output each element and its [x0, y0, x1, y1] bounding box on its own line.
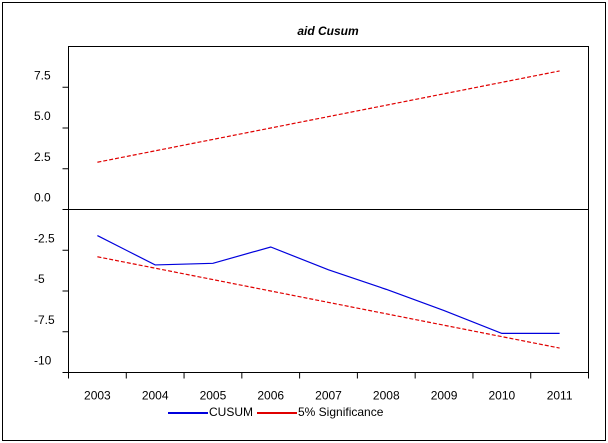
series-line — [97, 235, 560, 334]
x-tick-label: 2003 — [84, 389, 111, 403]
x-tick-label: 2011 — [547, 389, 573, 403]
chart-title: aid Cusum — [297, 24, 359, 38]
y-tick-label: -5 — [34, 272, 45, 286]
x-tick-label: 2005 — [200, 389, 227, 403]
x-tick-label: 2004 — [142, 389, 169, 403]
y-tick-label: 2.5 — [34, 150, 51, 164]
x-tick-label: 2010 — [488, 389, 515, 403]
legend-label: 5% Significance — [298, 405, 384, 419]
y-tick-label: -7.5 — [34, 313, 55, 327]
series-line — [97, 256, 560, 349]
series-line — [97, 70, 560, 163]
legend-label: CUSUM — [209, 405, 253, 419]
y-tick-label: -10 — [34, 354, 52, 368]
y-tick-label: 5.0 — [34, 109, 51, 123]
y-tick-label: -2.5 — [34, 231, 55, 245]
y-tick-label: 7.5 — [34, 68, 51, 82]
y-tick-label: 0.0 — [34, 191, 51, 205]
x-tick-label: 2008 — [373, 389, 400, 403]
x-tick-label: 2007 — [315, 389, 342, 403]
x-tick-label: 2009 — [431, 389, 458, 403]
x-tick-label: 2006 — [257, 389, 284, 403]
